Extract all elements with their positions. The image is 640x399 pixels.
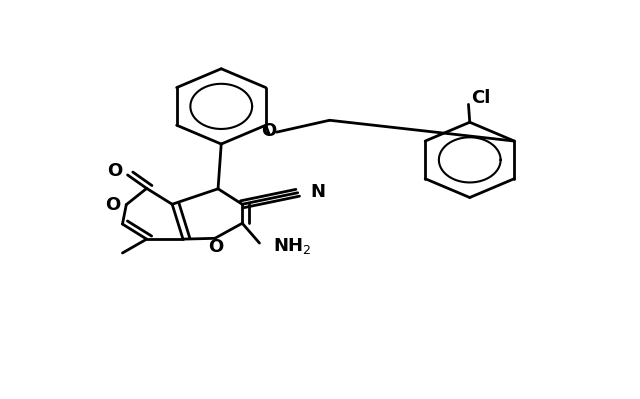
- Text: NH$_2$: NH$_2$: [273, 236, 312, 256]
- Text: Cl: Cl: [472, 89, 491, 107]
- Text: O: O: [261, 122, 276, 140]
- Text: O: O: [209, 238, 224, 256]
- Text: O: O: [105, 196, 120, 213]
- Text: O: O: [107, 162, 122, 180]
- Text: N: N: [310, 184, 326, 201]
